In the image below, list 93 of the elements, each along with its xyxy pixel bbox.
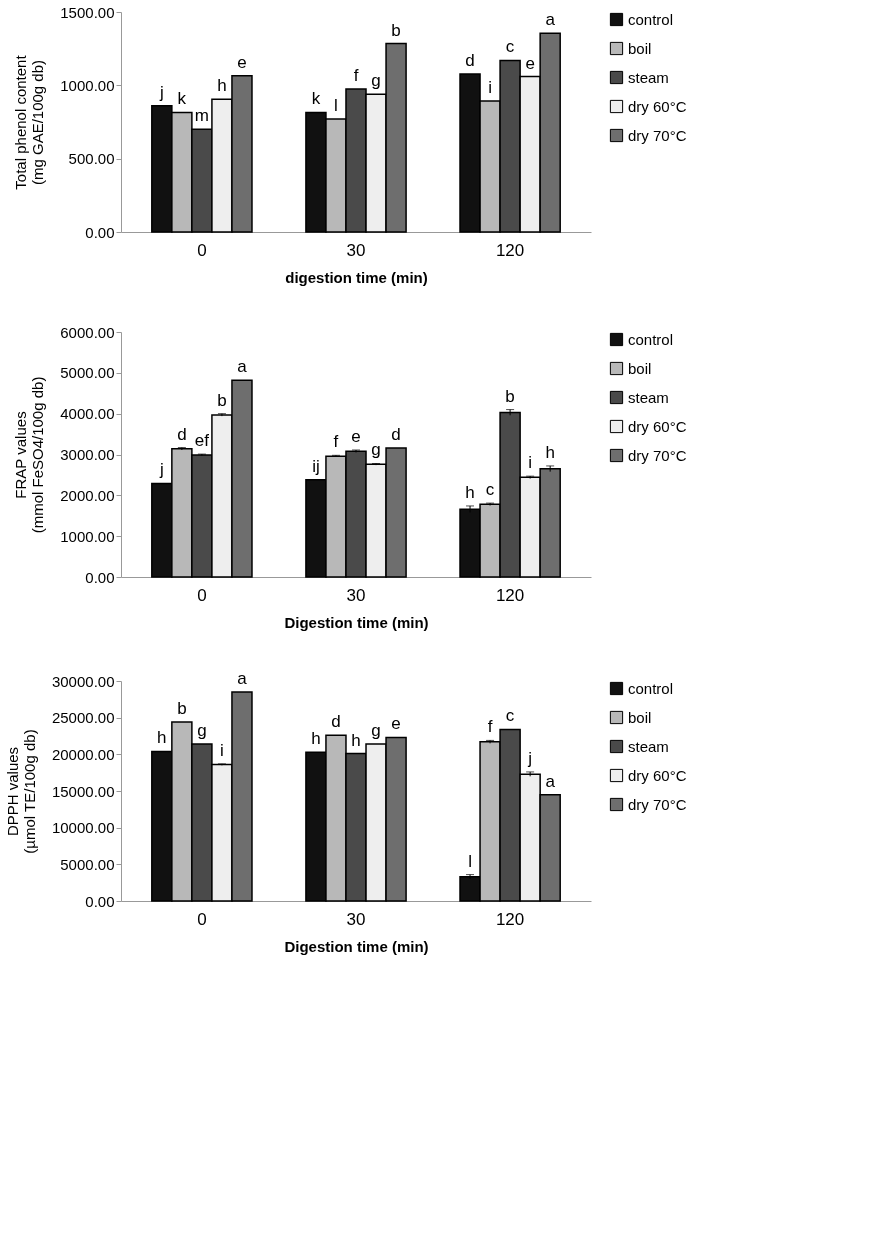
y-tick-label: 500.00 (68, 150, 115, 168)
legend-label: control (628, 679, 674, 697)
x-tick-label: 120 (495, 909, 525, 929)
legend-label: control (628, 10, 674, 28)
data-label: h (351, 730, 361, 750)
x-axis-title: Digestion time (min) (284, 613, 429, 631)
data-label: g (197, 721, 207, 741)
data-label: i (528, 453, 533, 473)
y-tick-label: 10000.00 (51, 819, 115, 837)
y-tick-label: 1000.00 (60, 76, 115, 94)
data-label: c (485, 480, 495, 500)
data-label: g (371, 721, 381, 741)
data-label: b (177, 699, 187, 719)
legend-label: steam (628, 737, 669, 755)
y-tick-label: 0.00 (85, 223, 115, 241)
y-tick-label: 4000.00 (60, 405, 115, 423)
data-label: j (527, 748, 533, 768)
data-label: i (220, 740, 224, 760)
y-tick-label: 5000.00 (60, 855, 115, 873)
legend-label: dry 70°C (628, 795, 687, 813)
y-tick-label: 3000.00 (60, 446, 115, 463)
data-label: e (391, 714, 401, 734)
data-label: k (311, 89, 321, 109)
y-tick-label: 0.00 (85, 892, 115, 910)
y-axis-title: DPPH values (µmol TE/100g db) (3, 729, 38, 854)
data-label: b (505, 386, 515, 406)
x-tick-label: 30 (346, 585, 366, 605)
data-label: f (353, 66, 359, 85)
y-axis-title: FRAP values (mmol FeSO4/100g db) (12, 376, 47, 534)
x-axis-title: Digestion time (min) (284, 937, 429, 955)
data-label: h (545, 442, 555, 462)
data-label: h (465, 482, 475, 502)
y-tick-label: 0.00 (85, 568, 115, 586)
data-label: h (311, 729, 321, 749)
data-label: a (237, 669, 248, 688)
legend-label: boil (628, 39, 652, 57)
x-tick-label: 0 (197, 909, 207, 929)
legend-label: steam (628, 68, 669, 86)
y-axis-title: Total phenol content (mg GAE/100g db) (12, 54, 47, 190)
data-label: a (545, 10, 556, 30)
data-label: a (237, 357, 248, 377)
data-label: i (488, 78, 492, 98)
data-label: h (157, 728, 167, 748)
x-tick-label: 120 (495, 240, 525, 260)
x-tick-label: 30 (346, 240, 366, 260)
x-tick-label: 30 (346, 909, 366, 929)
data-label: h (217, 76, 227, 96)
data-label: e (525, 53, 535, 73)
data-label: b (391, 20, 401, 40)
data-label: c (505, 37, 515, 57)
data-label: d (331, 712, 341, 732)
legend-label: boil (628, 359, 652, 377)
data-label: d (177, 424, 187, 444)
legend-label: dry 60°C (628, 417, 687, 435)
data-label: m (194, 106, 209, 126)
legend-label: dry 70°C (628, 126, 687, 144)
y-tick-label: 1000.00 (60, 527, 115, 545)
y-tick-label: 5000.00 (60, 364, 115, 382)
legend-label: control (628, 330, 674, 348)
y-tick-label: 20000.00 (51, 745, 115, 763)
data-label: d (465, 50, 475, 70)
y-tick-label: 30000.00 (51, 672, 115, 690)
data-label: j (158, 82, 164, 102)
y-tick-label: 25000.00 (51, 709, 115, 727)
legend-label: dry 60°C (628, 766, 687, 784)
data-label: ij (312, 456, 320, 476)
y-tick-label: 15000.00 (51, 782, 115, 800)
data-label: ef (194, 431, 210, 451)
y-tick-label: 1500.00 (60, 3, 115, 21)
data-label: l (334, 96, 338, 116)
x-axis-title: digestion time (min) (285, 268, 428, 286)
data-label: b (217, 390, 227, 410)
x-tick-label: 0 (197, 240, 207, 260)
y-tick-label: 2000.00 (60, 486, 115, 504)
data-label: e (237, 52, 247, 72)
data-label: l (468, 851, 472, 871)
y-tick-label: 6000.00 (60, 323, 115, 341)
data-label: c (505, 706, 515, 726)
data-label: e (351, 427, 361, 447)
legend-label: dry 60°C (628, 97, 687, 115)
x-tick-label: 0 (197, 585, 207, 605)
legend-label: dry 70°C (628, 446, 687, 464)
legend-label: steam (628, 388, 669, 406)
data-label: d (391, 424, 401, 444)
data-label: k (177, 89, 187, 109)
data-label: j (158, 460, 164, 480)
data-label: f (487, 717, 493, 737)
data-label: g (371, 71, 381, 91)
data-label: f (333, 432, 339, 452)
data-label: a (545, 771, 556, 791)
legend-label: boil (628, 708, 652, 726)
x-tick-label: 120 (495, 585, 525, 605)
data-label: g (371, 440, 381, 460)
